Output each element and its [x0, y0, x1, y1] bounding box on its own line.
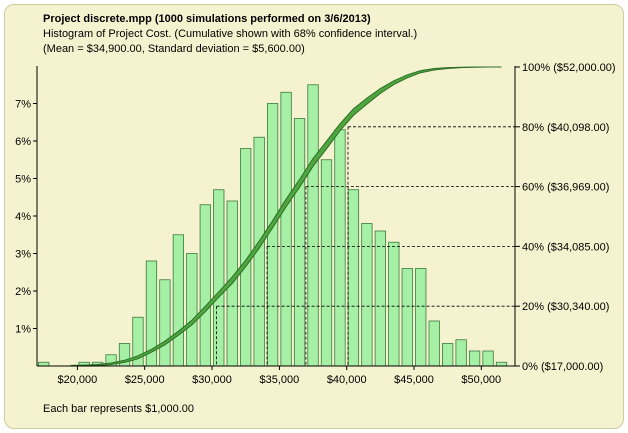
y-tick-label: 3% — [15, 249, 31, 261]
percentile-label: 0% ($17,000.00) — [522, 361, 603, 373]
histogram-bar — [320, 159, 333, 367]
histogram-bar — [482, 350, 494, 367]
x-tick-label: $45,000 — [394, 374, 434, 386]
chart-stats: (Mean = $34,900.00, Standard deviation =… — [43, 43, 305, 55]
y-tick-label: 6% — [15, 136, 31, 148]
histogram-bar — [280, 91, 292, 367]
histogram-bar — [334, 129, 346, 367]
axes: 1% 2% 3% 4% 5% 6% 7% $20,000 $25,000 $30,000 $35,0… — [15, 66, 516, 386]
y-tick-label: 5% — [15, 174, 31, 186]
cumulative-lower-bound — [70, 66, 502, 367]
x-tick-label: $35,000 — [260, 374, 300, 386]
histogram-bar — [442, 343, 454, 367]
histogram-bar — [455, 339, 467, 367]
x-tick-label: $30,000 — [192, 374, 232, 386]
histogram-bar — [428, 320, 440, 367]
histogram-bars — [38, 84, 508, 367]
histogram-bar — [186, 253, 198, 367]
chart-subtitle: Histogram of Project Cost. (Cumulative s… — [43, 28, 418, 40]
percentile-label: 40% ($34,085.00) — [522, 241, 609, 253]
histogram-bar — [213, 189, 225, 367]
histogram-bar — [388, 241, 400, 367]
histogram-bar — [415, 268, 427, 367]
x-tick-label: $50,000 — [461, 374, 501, 386]
cumulative-band-group — [70, 66, 502, 367]
histogram-bar — [374, 230, 386, 367]
histogram-bar — [159, 279, 171, 367]
histogram-bar — [468, 350, 481, 367]
histogram-bar — [495, 361, 508, 367]
y-tick-label: 4% — [15, 211, 31, 223]
y-tick-label: 1% — [15, 324, 31, 336]
percentile-label: 80% ($40,098.00) — [522, 122, 609, 134]
histogram-bar — [172, 234, 185, 367]
y-tick-label: 7% — [15, 99, 31, 111]
histogram-bar — [401, 268, 413, 367]
x-tick-label: $20,000 — [58, 374, 98, 386]
histogram-bar — [361, 223, 373, 367]
histogram-bar — [293, 118, 306, 367]
histogram-bar — [307, 84, 319, 367]
x-tick-label: $40,000 — [327, 374, 367, 386]
histogram-bar — [199, 204, 211, 367]
percentile-markers: 0% ($17,000.00) 20% ($30,340.00) 40% ($34,… — [216, 62, 616, 373]
cumulative-upper-bound — [70, 66, 502, 366]
y-tick-label: 2% — [15, 286, 31, 298]
chart-title: Project discrete.mpp (1000 simulations p… — [43, 13, 371, 25]
x-tick-label: $25,000 — [125, 374, 165, 386]
histogram-bar — [38, 361, 50, 367]
percentile-label: 60% ($36,969.00) — [522, 182, 609, 194]
percentile-label: 100% ($52,000.00) — [522, 62, 616, 74]
histogram-bar — [266, 103, 279, 367]
bin-width-note: Each bar represents $1,000.00 — [43, 403, 195, 415]
percentile-label: 20% ($30,340.00) — [522, 301, 609, 313]
histogram-bar — [347, 189, 360, 367]
